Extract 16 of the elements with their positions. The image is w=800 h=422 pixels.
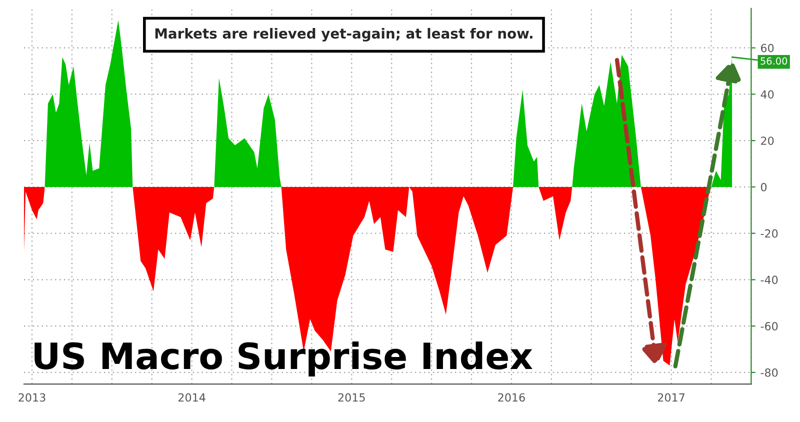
x-tick-label: 2014 — [178, 393, 206, 402]
x-tick-label: 2015 — [338, 393, 365, 402]
text: US Macro Surprise Index — [34, 342, 532, 377]
y-tick-label: -60 — [760, 322, 778, 330]
y-tick-label: 60 — [761, 44, 774, 52]
annotation: 56.00 — [760, 57, 788, 65]
x-tick-label: 2013 — [18, 393, 46, 402]
text: Markets are relieved yet-again; at least for now. — [155, 28, 532, 42]
y-tick-label: 40 — [760, 90, 774, 99]
y-tick-label: -40 — [760, 276, 778, 284]
y-tick-label: -80 — [760, 368, 778, 377]
y-tick-label: -20 — [760, 229, 778, 238]
x-tick-label: 2016 — [498, 393, 525, 402]
y-tick-label: 20 — [761, 136, 774, 145]
x-tick-label: 2017 — [658, 393, 684, 402]
y-tick-label: 0 — [760, 182, 767, 192]
